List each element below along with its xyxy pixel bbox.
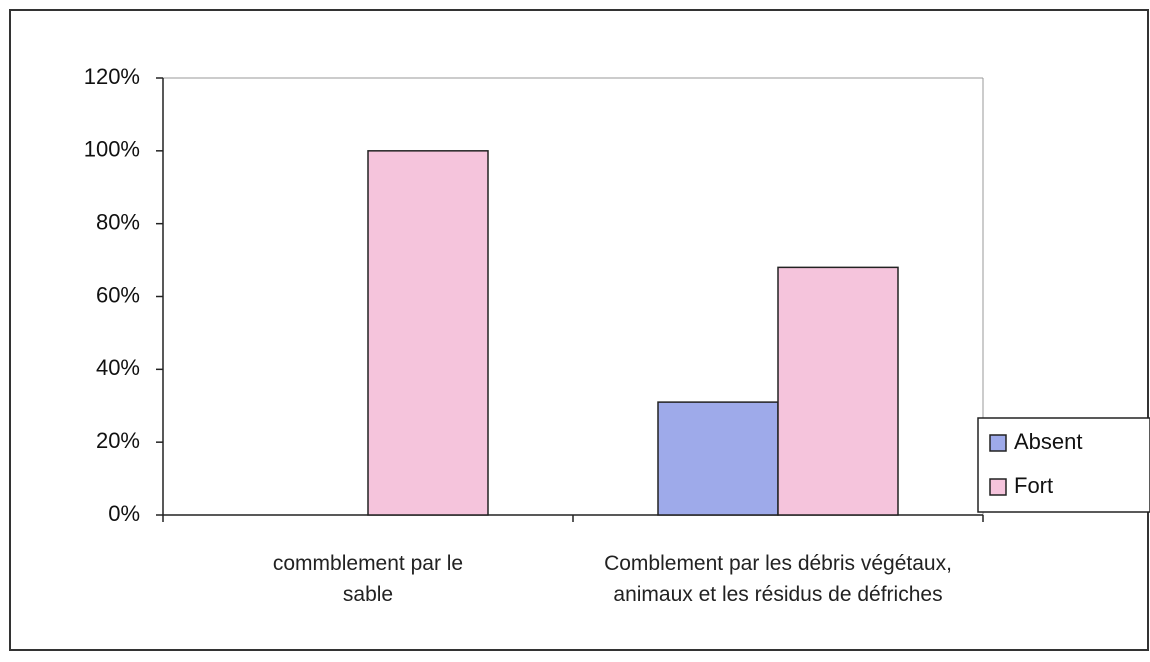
chart-frame bbox=[9, 9, 1149, 651]
y-tick-label: 100% bbox=[84, 137, 140, 162]
y-tick-label: 120% bbox=[84, 64, 140, 89]
bar bbox=[657, 401, 779, 516]
legend-box bbox=[977, 417, 1150, 513]
y-tick-label: 0% bbox=[108, 501, 140, 526]
y-tick-label: 60% bbox=[96, 282, 140, 307]
legend-swatch bbox=[989, 478, 1007, 496]
y-tick-label: 80% bbox=[96, 209, 140, 234]
legend-swatch bbox=[989, 434, 1007, 452]
y-tick-label: 40% bbox=[96, 355, 140, 380]
x-tick-label: commblement par le sable bbox=[272, 552, 464, 606]
bar bbox=[367, 150, 489, 516]
bar bbox=[777, 266, 899, 516]
x-tick-label: Comblement par les débris végétaux, anim… bbox=[604, 552, 952, 606]
y-tick-label: 20% bbox=[96, 428, 140, 453]
legend-label: Fort bbox=[1014, 473, 1053, 498]
legend-label: Absent bbox=[1014, 429, 1083, 454]
